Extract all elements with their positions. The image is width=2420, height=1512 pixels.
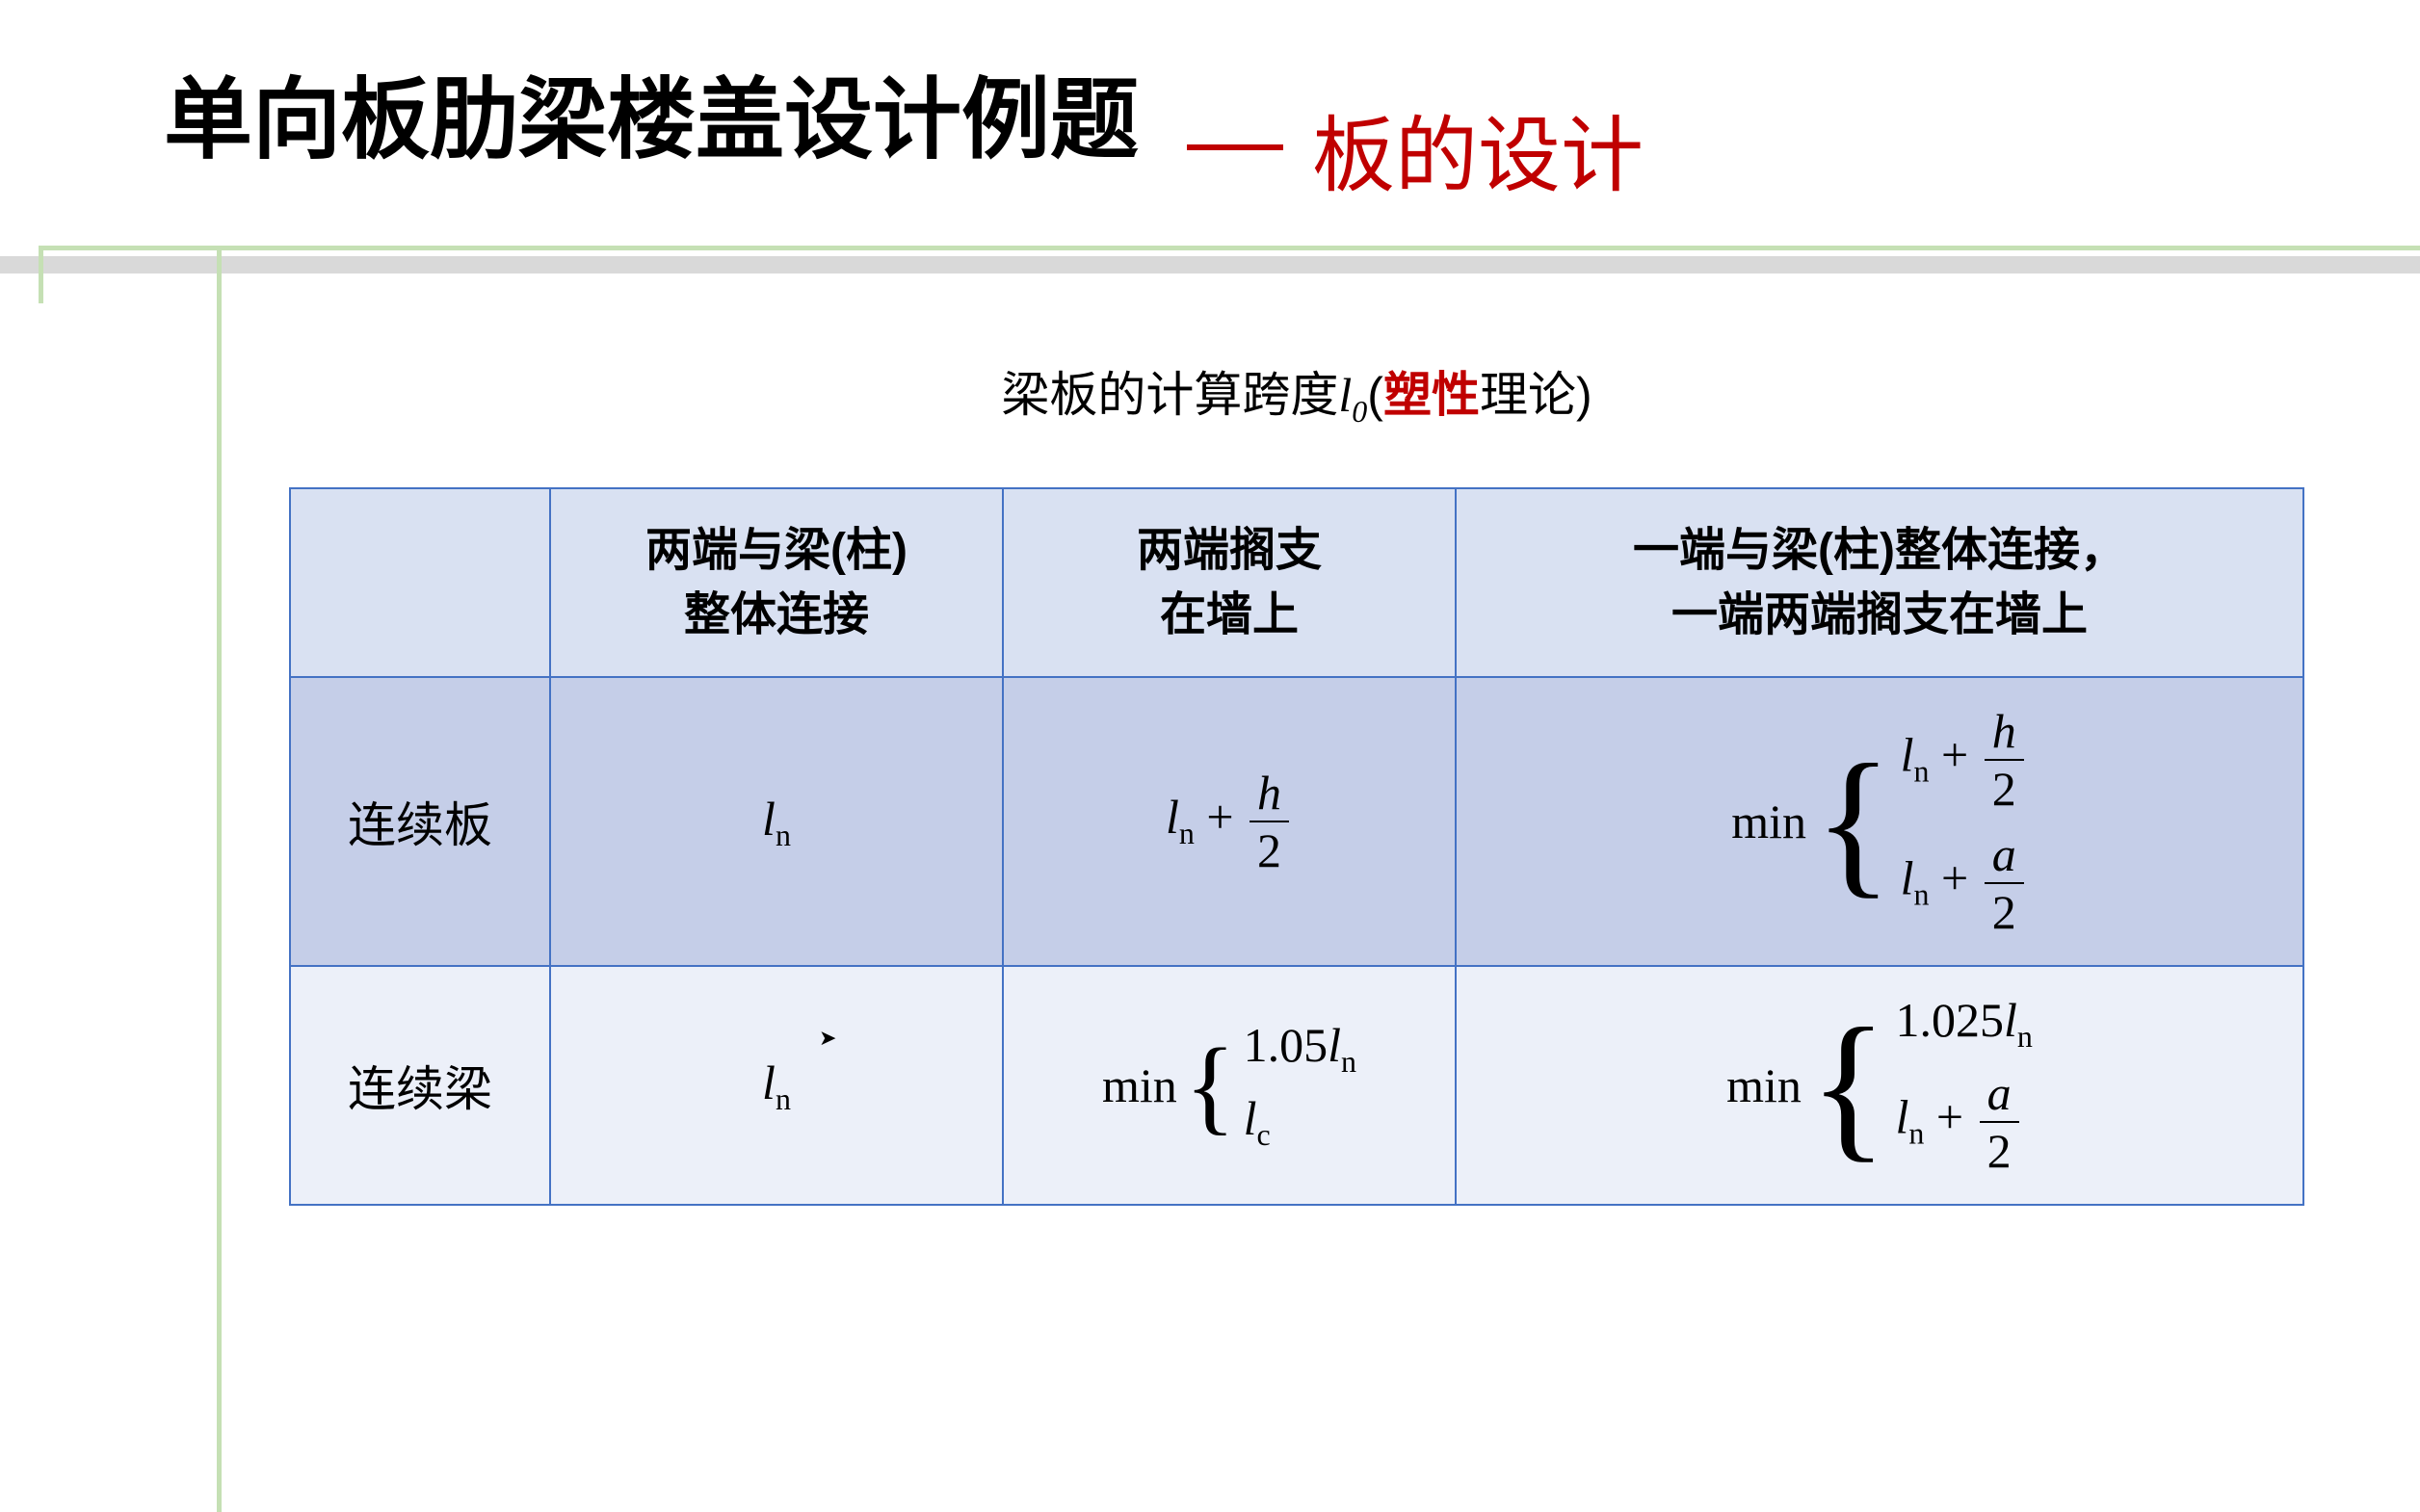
cell-beam-2: min { 1.05ln lc [1003,966,1456,1205]
caption-suffix: 理论) [1480,368,1592,422]
formula-ln: ln [762,1056,791,1109]
span-table: 两端与梁(柱)整体连接 两端搁支在墙上 一端与梁(柱)整体连接，一端两端搁支在墙… [289,487,2304,1206]
row-label-beam: 连续梁 [290,966,550,1205]
caption-prefix: 梁板的计算跨度 [1001,368,1338,422]
cell-slab-1: ln [550,677,1003,966]
formula-ln: ln [762,792,791,846]
caption-highlight: 塑性 [1383,368,1480,422]
green-frame [39,246,2420,303]
cell-beam-1: ln [550,966,1003,1205]
title-row: 单向板肋梁楼盖设计例题 板的设计 [0,0,2420,227]
main-title: 单向板肋梁楼盖设计例题 [164,48,1139,176]
formula-min-beam3: min { 1.025ln ln + a 2 [1726,996,2033,1175]
dash-icon [1187,144,1283,150]
sub-title: 板的设计 [1187,88,1644,208]
row-label-slab: 连续板 [290,677,550,966]
header-blank [290,488,550,677]
content-area: 梁板的计算跨度l0(塑性理论) 两端与梁(柱)整体连接 两端搁支在墙上 一端与梁… [289,356,2304,1206]
caption-symbol: l [1338,368,1352,422]
cursor-icon: ➤ [819,1026,836,1051]
caption-symbol-sub: 0 [1352,394,1367,429]
formula-min-slab: min { ln + h 2 ln + a [1731,707,2028,936]
header-row: 两端与梁(柱)整体连接 两端搁支在墙上 一端与梁(柱)整体连接，一端两端搁支在墙… [290,488,2303,677]
table-row: 连续梁 ln min { 1.05ln lc [290,966,2303,1205]
cell-slab-2: ln + h 2 [1003,677,1456,966]
header-col3: 一端与梁(柱)整体连接，一端两端搁支在墙上 [1456,488,2303,677]
header-col1: 两端与梁(柱)整体连接 [550,488,1003,677]
sub-title-text: 板的设计 [1312,88,1644,208]
cell-slab-3: min { ln + h 2 ln + a [1456,677,2303,966]
cell-beam-3: min { 1.025ln ln + a 2 [1456,966,2303,1205]
formula-min-beam2: min { 1.05ln lc [1102,1021,1356,1150]
vertical-line [217,246,222,1512]
table-row: 连续板 ln ln + h 2 min { [290,677,2303,966]
formula-ln-h2: ln + h 2 [1166,790,1293,844]
table-caption: 梁板的计算跨度l0(塑性理论) [289,356,2304,430]
caption-paren: ( [1367,368,1383,422]
header-col2: 两端搁支在墙上 [1003,488,1456,677]
